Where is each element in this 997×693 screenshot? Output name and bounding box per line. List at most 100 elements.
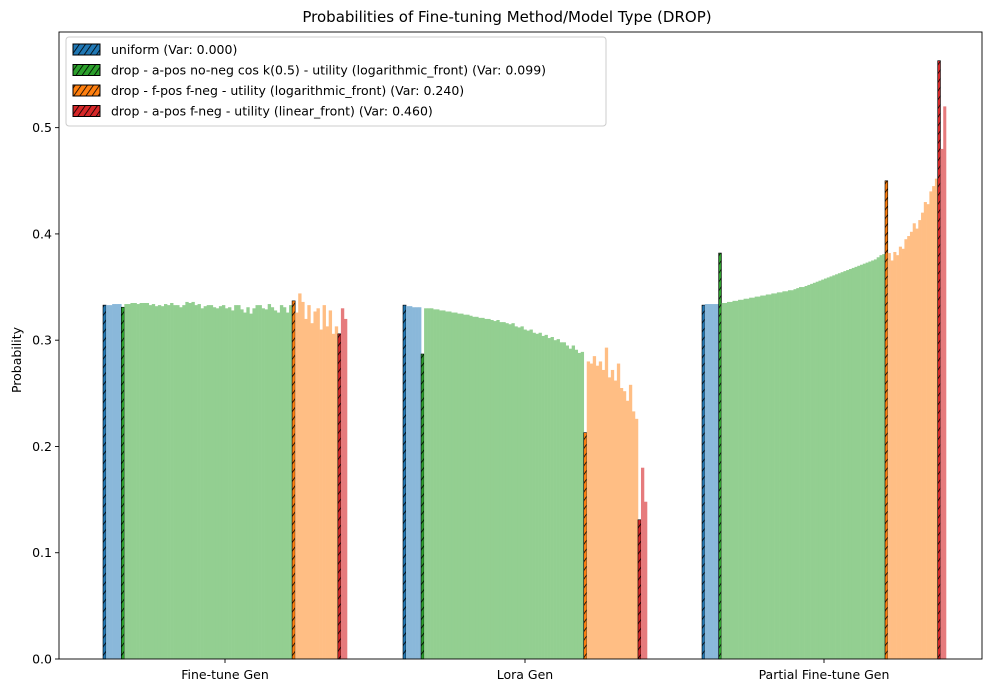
- interp-bar-green-1-25: [478, 317, 482, 659]
- interp-bar-blue-1-3: [412, 307, 416, 659]
- interp-bar-orange-1-62: [589, 363, 594, 659]
- interp-bar-blue-2-5: [715, 304, 719, 659]
- interp-bar-blue-1-4: [415, 307, 419, 659]
- interp-bar-orange-1-74: [625, 400, 630, 659]
- interp-bar-green-1-19: [460, 313, 464, 659]
- interp-bar-blue-1-1: [406, 306, 410, 659]
- interp-bar-green-0-44: [237, 305, 241, 659]
- interp-bar-green-1-34: [505, 323, 509, 659]
- interp-bar-green-0-11: [136, 304, 140, 659]
- bar-hatch-green-1: [421, 354, 425, 659]
- interp-bar-green-0-19: [160, 306, 165, 659]
- interp-bar-blue-2-2: [707, 304, 711, 659]
- legend: uniform (Var: 0.000) drop - a-pos no-neg …: [65, 36, 607, 127]
- interp-bar-orange-2-75: [909, 231, 914, 659]
- interp-bar-blue-0-5: [118, 304, 122, 659]
- legend-swatch-hatch-0: [73, 44, 100, 55]
- interp-bar-green-1-31: [496, 319, 500, 659]
- interp-bar-green-0-10: [133, 302, 137, 659]
- interp-bar-green-1-15: [448, 311, 452, 659]
- bar-hatch-orange-2: [885, 180, 888, 659]
- interp-bar-orange-1-68: [607, 377, 612, 659]
- interp-bar-green-0-14: [145, 302, 150, 659]
- interp-bar-green-2-19: [754, 296, 758, 659]
- interp-bar-green-2-43: [821, 279, 825, 659]
- interp-bar-green-2-49: [837, 273, 841, 659]
- interp-bar-green-1-9: [430, 308, 434, 659]
- interp-bar-green-0-60: [286, 312, 290, 659]
- interp-bar-green-1-21: [466, 314, 470, 659]
- legend-swatch-hatch-3: [73, 105, 100, 117]
- interp-bar-orange-0-73: [325, 326, 329, 659]
- interp-bar-green-2-45: [826, 277, 830, 659]
- interp-bar-green-2-29: [782, 291, 786, 659]
- interp-bar-green-0-25: [179, 307, 183, 659]
- interp-bar-green-2-9: [726, 301, 731, 659]
- interp-bar-green-1-27: [484, 318, 488, 659]
- interp-bar-green-1-35: [508, 324, 512, 659]
- interp-bar-green-2-47: [832, 275, 836, 659]
- interp-bar-green-0-50: [255, 305, 259, 659]
- interp-bar-blue-1-5: [418, 307, 422, 659]
- interp-bar-blue-1-2: [409, 306, 413, 659]
- interp-bar-red-1-79: [640, 467, 645, 659]
- interp-bar-orange-0-68: [310, 323, 314, 659]
- interp-bar-green-0-43: [234, 305, 238, 659]
- interp-bar-green-2-8: [724, 302, 728, 659]
- interp-bar-green-2-20: [757, 296, 761, 659]
- interp-bar-green-0-57: [276, 312, 281, 659]
- interp-bar-green-2-36: [801, 287, 805, 659]
- interp-bar-green-1-11: [436, 309, 440, 659]
- interp-bar-green-1-42: [529, 329, 533, 659]
- bar-hatch-blue-0: [103, 305, 107, 659]
- interp-bar-green-1-8: [427, 308, 431, 659]
- interp-bar-red-2-87: [943, 106, 947, 659]
- interp-bar-green-0-18: [157, 305, 162, 659]
- interp-bar-green-0-55: [270, 307, 275, 659]
- interp-bar-orange-0-75: [331, 333, 336, 659]
- interp-bar-green-0-7: [124, 304, 128, 659]
- interp-bar-green-2-59: [865, 262, 869, 659]
- interp-bar-orange-0-63: [295, 312, 299, 659]
- interp-bar-green-0-40: [225, 308, 229, 659]
- interp-bar-orange-0-72: [322, 305, 326, 659]
- interp-bar-green-0-21: [167, 305, 171, 659]
- interp-bar-orange-1-64: [595, 365, 600, 659]
- interp-bar-orange-0-67: [307, 305, 311, 659]
- interp-bar-green-0-35: [209, 305, 214, 659]
- interp-bar-green-2-52: [846, 270, 850, 659]
- interp-bar-orange-1-77: [634, 418, 639, 659]
- interp-bar-green-1-37: [514, 326, 518, 659]
- interp-bar-green-0-13: [142, 302, 146, 659]
- y-tick-label-3: 0.3: [32, 333, 52, 348]
- interp-bar-orange-2-83: [932, 186, 936, 660]
- interp-bar-green-0-58: [279, 305, 284, 659]
- bar-hatch-blue-1: [403, 305, 407, 659]
- x-tick-label-0: Fine-tune Gen: [181, 667, 269, 682]
- interp-bar-green-2-63: [876, 257, 880, 659]
- interp-bar-green-0-20: [164, 304, 168, 659]
- interp-bar-green-1-7: [424, 308, 428, 659]
- interp-bar-green-0-39: [221, 305, 226, 659]
- interp-bar-green-2-12: [735, 300, 739, 659]
- interp-bar-green-2-11: [732, 300, 736, 659]
- interp-bar-green-1-43: [532, 332, 536, 659]
- interp-bar-green-0-27: [185, 301, 189, 659]
- interp-bar-orange-2-78: [918, 220, 922, 659]
- interp-bar-green-2-21: [760, 295, 764, 659]
- interp-bar-green-1-32: [499, 322, 503, 659]
- interp-bar-green-0-37: [215, 308, 220, 659]
- interp-bar-green-1-28: [487, 318, 491, 659]
- interp-bar-orange-2-74: [907, 236, 911, 659]
- interp-bar-green-0-48: [249, 313, 253, 659]
- interp-bar-orange-2-68: [890, 260, 894, 659]
- interp-bar-orange-2-69: [893, 251, 897, 659]
- interp-bar-green-0-31: [197, 304, 201, 659]
- interp-bar-blue-2-3: [710, 304, 714, 659]
- interp-bar-green-1-55: [568, 348, 572, 659]
- interp-bar-green-1-24: [475, 316, 479, 659]
- interp-bar-orange-1-75: [628, 384, 633, 659]
- interp-bar-green-2-42: [818, 280, 822, 659]
- interp-bar-green-2-13: [738, 299, 742, 659]
